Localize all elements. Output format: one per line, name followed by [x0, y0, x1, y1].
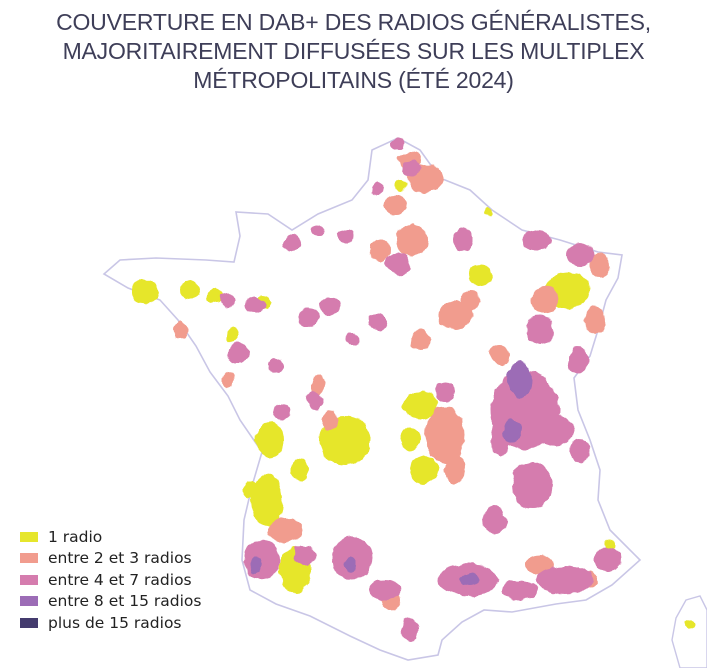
coverage-4-7-radios	[284, 235, 302, 251]
coverage-2-3-radios	[383, 195, 407, 215]
coverage-4-7-radios	[220, 293, 236, 307]
coverage-1-radio	[468, 265, 492, 285]
coverage-layer	[131, 137, 696, 642]
legend-item-2-3-radios: entre 2 et 3 radios	[20, 548, 202, 570]
legend-item-8-15-radios: entre 8 et 15 radios	[20, 591, 202, 613]
coverage-4-7-radios	[332, 536, 372, 580]
title-line-2: MAJORITAIREMENT DIFFUSÉES SUR LES MULTIP…	[62, 38, 645, 64]
map-title: COUVERTURE EN DAB+ DES RADIOS GÉNÉRALIST…	[0, 8, 707, 95]
coverage-2-3-radios	[222, 372, 234, 388]
coverage-1-radio	[604, 539, 616, 551]
coverage-4-7-radios	[386, 252, 410, 276]
coverage-2-3-radios	[322, 410, 338, 430]
coverage-4-7-radios	[512, 461, 552, 509]
coverage-4-7-radios	[298, 309, 318, 327]
coverage-4-7-radios	[273, 404, 291, 420]
coverage-4-7-radios	[526, 316, 554, 344]
coverage-4-7-radios	[245, 297, 265, 313]
legend-swatch	[20, 574, 38, 585]
coverage-8-15-radios	[508, 362, 532, 398]
coverage-4-7-radios	[244, 540, 280, 580]
legend-item-1-radio: 1 radio	[20, 526, 202, 548]
legend-label: entre 8 et 15 radios	[48, 592, 202, 611]
coverage-1-radio	[402, 391, 438, 419]
coverage-8-15-radios	[503, 418, 521, 442]
corsica-outline	[671, 595, 707, 668]
coverage-4-7-radios	[268, 358, 284, 372]
legend-label: entre 4 et 7 radios	[48, 570, 192, 589]
coverage-2-3-radios	[370, 238, 390, 262]
coverage-8-15-radios	[249, 557, 261, 573]
coverage-4-7-radios	[391, 137, 405, 149]
coverage-1-radio	[131, 280, 159, 304]
legend-swatch	[20, 617, 38, 628]
coverage-4-7-radios	[369, 580, 401, 600]
coverage-2-3-radios	[311, 375, 325, 395]
coverage-1-radio	[207, 289, 223, 303]
coverage-1-radio	[292, 460, 308, 480]
coverage-1-radio	[251, 474, 283, 526]
coverage-2-3-radios	[396, 224, 428, 256]
coverage-1-radio	[243, 481, 257, 499]
coverage-4-7-radios	[369, 314, 387, 330]
coverage-2-3-radios	[172, 322, 188, 338]
coverage-4-7-radios	[346, 334, 360, 346]
coverage-1-radio	[483, 207, 493, 217]
coverage-4-7-radios	[435, 382, 455, 402]
coverage-2-3-radios	[267, 518, 303, 542]
coverage-4-7-radios	[568, 346, 588, 374]
coverage-2-3-radios	[460, 290, 480, 310]
coverage-4-7-radios	[227, 343, 249, 363]
coverage-4-7-radios	[523, 230, 551, 250]
coverage-2-3-radios	[490, 345, 510, 365]
coverage-2-3-radios	[531, 286, 559, 314]
coverage-4-7-radios	[403, 160, 421, 176]
legend-label: 1 radio	[48, 527, 103, 546]
coverage-1-radio	[180, 281, 200, 299]
coverage-4-7-radios	[537, 414, 573, 446]
coverage-4-7-radios	[320, 297, 340, 315]
coverage-2-3-radios	[410, 330, 430, 350]
coverage-1-radio	[225, 328, 239, 342]
coverage-4-7-radios	[483, 506, 507, 534]
coverage-2-3-radios	[425, 407, 465, 463]
coverage-4-7-radios	[307, 391, 323, 409]
coverage-2-3-radios	[585, 306, 605, 334]
coverage-1-radio	[684, 620, 696, 630]
legend-swatch	[20, 553, 38, 564]
coverage-8-15-radios	[460, 574, 480, 586]
coverage-4-7-radios	[594, 548, 622, 572]
coverage-4-7-radios	[570, 438, 590, 462]
legend-label: plus de 15 radios	[48, 613, 182, 632]
coverage-4-7-radios	[401, 618, 419, 642]
coverage-1-radio	[256, 422, 284, 458]
coverage-4-7-radios	[371, 181, 385, 195]
coverage-2-3-radios	[590, 253, 610, 277]
coverage-4-7-radios	[293, 545, 317, 565]
legend: 1 radio entre 2 et 3 radios entre 4 et 7…	[20, 526, 202, 634]
title-line-3: MÉTROPOLITAINS (ÉTÉ 2024)	[193, 67, 514, 93]
title-line-1: COUVERTURE EN DAB+ DES RADIOS GÉNÉRALIST…	[56, 9, 651, 35]
coverage-4-7-radios	[338, 229, 354, 243]
coverage-2-3-radios	[445, 456, 465, 484]
legend-item-4-7-radios: entre 4 et 7 radios	[20, 569, 202, 591]
coverage-1-radio	[394, 179, 406, 191]
coverage-4-7-radios	[311, 224, 325, 236]
legend-swatch	[20, 596, 38, 607]
coverage-4-7-radios	[566, 243, 594, 267]
coverage-8-15-radios	[344, 558, 356, 572]
coverage-4-7-radios	[502, 580, 538, 600]
france-outline	[102, 137, 642, 661]
legend-item-15-plus-radios: plus de 15 radios	[20, 612, 202, 634]
legend-label: entre 2 et 3 radios	[48, 549, 192, 568]
coverage-4-7-radios	[537, 566, 593, 594]
legend-swatch	[20, 531, 38, 542]
coverage-1-radio	[410, 456, 438, 484]
coverage-4-7-radios	[453, 228, 473, 252]
coverage-1-radio	[400, 428, 420, 452]
